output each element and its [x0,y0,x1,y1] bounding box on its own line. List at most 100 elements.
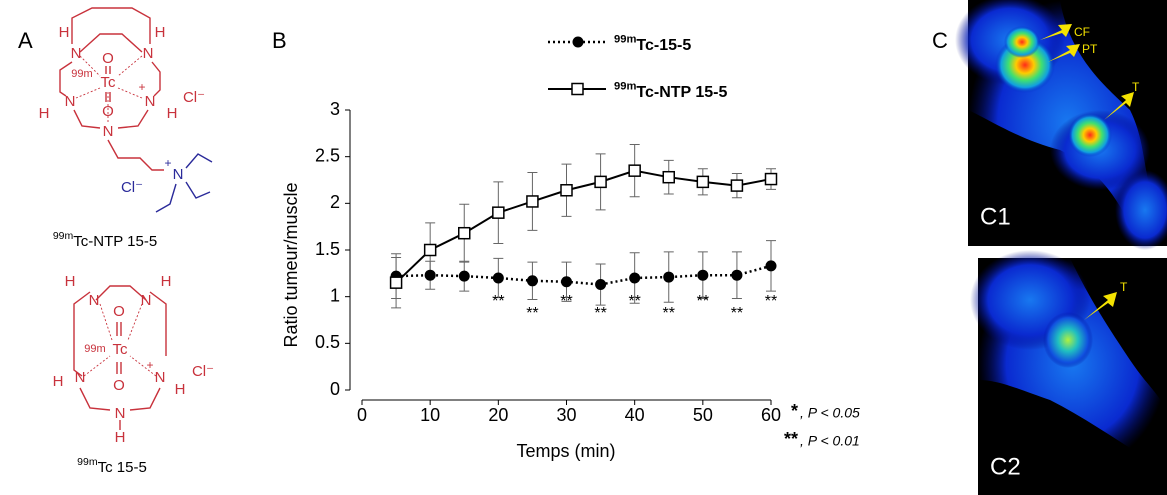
image-annotation: T [1120,280,1128,294]
significance-label: ** [560,293,572,310]
atom: N [145,93,156,110]
y-tick-label: 3 [330,99,340,119]
legend-marker [571,82,584,96]
point [629,272,641,284]
x-tick-label: 30 [556,405,576,425]
point [561,276,572,288]
image-label: C2 [990,453,1021,480]
atom: O [102,103,114,120]
x-tick-label: 60 [761,405,781,425]
atom: O [102,50,114,67]
image-annotation: T [1132,80,1140,94]
atom: N [71,45,82,62]
atom: H [39,105,50,122]
atom: 99m [84,343,105,355]
point [389,276,403,289]
y-tick-label: 1.5 [315,239,340,259]
atom: N [173,166,184,183]
panel-b: B Temps (min) Ratio tumeur/muscle 0 0.5 1 1… [272,28,860,461]
y-axis-label: Ratio tumeur/muscle [281,182,301,347]
atom: N [115,405,126,422]
point [663,271,675,283]
panel-c: C CF PT T C1 T C2 [932,0,1167,495]
series-line [395,169,772,284]
y-tick-label: 0.5 [315,332,340,352]
scan-image: CF PT T C1 [955,0,1167,250]
atom: Tc [101,74,117,91]
atom: N [143,45,154,62]
significance-label: ** [492,293,504,310]
atom: Cl⁻ [183,89,205,106]
point [731,269,743,281]
point [697,269,709,281]
structure-bonds [59,7,213,213]
atom: + [146,358,153,372]
scan-image: T C2 [970,250,1167,495]
panel-label: B [272,28,287,53]
point [458,270,470,282]
panel-label: C [932,28,948,53]
caption: 99mTc 15-5 [77,456,147,476]
significance-label: ** [628,293,640,310]
point [595,279,607,291]
caption: 99mTc-NTP 15-5 [53,230,157,250]
point [696,175,710,189]
point [492,272,504,284]
atom: O [113,303,125,320]
legend-label: 99mTc-15-5 [614,33,691,54]
atom: + [164,156,171,170]
note-symbol: ** [784,429,798,449]
atom: O [113,377,125,394]
point [730,179,744,192]
point [764,172,778,186]
significance-label: ** [663,305,675,322]
significance-label: ** [697,293,709,310]
atom: H [65,273,76,290]
x-tick-label: 10 [420,405,440,425]
significance-label: ** [731,305,743,322]
image-annotation: CF [1074,25,1090,39]
atom: Cl⁻ [121,179,143,196]
note-text: , P < 0.01 [800,433,860,449]
point [628,164,641,177]
x-tick-label: 40 [625,405,645,425]
point [526,275,538,287]
atom: N [75,369,86,386]
structure-bonds [73,285,167,430]
point [560,184,573,197]
atom: H [167,105,178,122]
series-line [396,264,772,286]
atom: H [175,381,186,398]
y-tick-label: 2.5 [315,145,340,165]
note-text: , P < 0.05 [800,405,860,421]
legend-label: 99mTc-NTP 15-5 [614,80,728,101]
panel-a: A H N N H O 99m Tc N + N [18,7,214,476]
point [424,269,436,281]
point [594,175,607,189]
point [526,195,539,208]
atom: N [103,123,114,140]
x-tick-label: 20 [488,405,508,425]
note-symbol: * [791,401,798,421]
point [492,206,505,219]
atom: N [65,93,76,110]
atom: H [115,429,126,446]
image-label: C1 [980,203,1011,230]
x-tick-label: 50 [693,405,713,425]
atom: Tc [113,341,129,358]
point [765,260,777,272]
point [458,226,471,240]
atom: H [155,24,166,41]
point [423,243,437,257]
atom: H [53,373,64,390]
significance-label: ** [594,305,606,322]
significance-label: ** [765,293,777,310]
y-tick-label: 1 [330,285,340,305]
atom: H [59,24,70,41]
atom: N [89,292,100,309]
atom: H [161,273,172,290]
y-tick-label: 0 [330,379,340,399]
x-axis-label: Temps (min) [516,441,615,461]
y-tick-label: 2 [330,192,340,212]
